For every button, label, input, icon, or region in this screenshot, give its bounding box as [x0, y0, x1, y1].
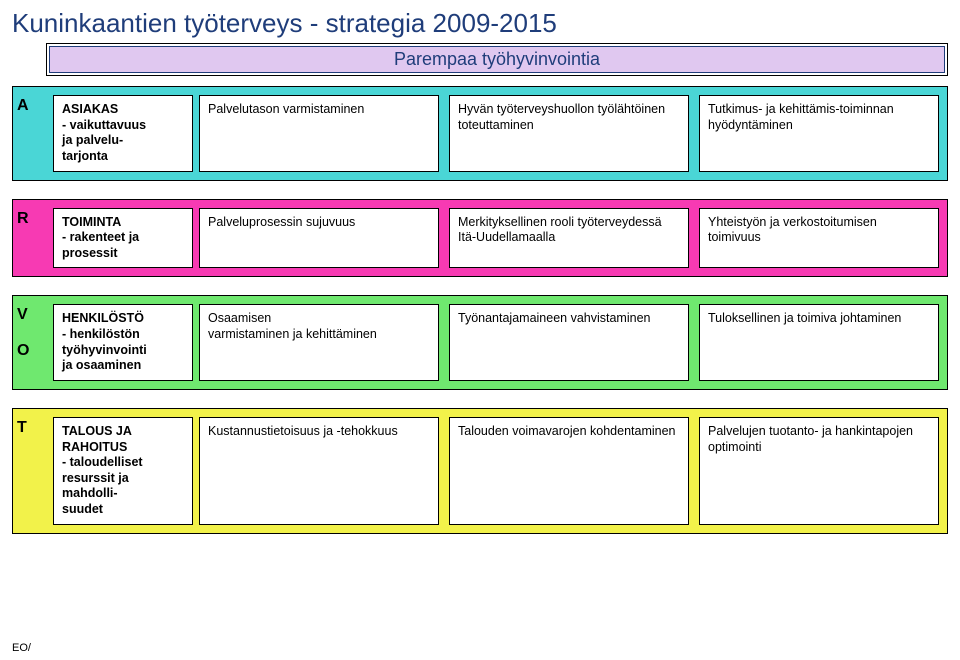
subtitle: Parempaa työhyvinvointia: [49, 46, 945, 73]
strategy-rows: A ASIAKAS - vaikuttavuus ja palvelu- tar…: [12, 86, 948, 534]
row-toiminta: R TOIMINTA - rakenteet ja prosessit Palv…: [12, 199, 948, 278]
cells: Palveluprosessin sujuvuus Merkityksellin…: [199, 208, 939, 269]
cells: Palvelutason varmistaminen Hyvän työterv…: [199, 95, 939, 172]
category-box: ASIAKAS - vaikuttavuus ja palvelu- tarjo…: [53, 95, 193, 172]
cell: Palveluprosessin sujuvuus: [199, 208, 439, 269]
row-henkilosto: V O HENKILÖSTÖ - henkilöstön työhyvinvoi…: [12, 295, 948, 390]
cell: Yhteistyön ja verkostoitumisen toimivuus: [699, 208, 939, 269]
cell: Merkityksellinen rooli työterveydessä It…: [449, 208, 689, 269]
cell: Työnantajamaineen vahvistaminen: [449, 304, 689, 381]
row-letter: R: [17, 208, 47, 269]
cells: Kustannustietoisuus ja -tehokkuus Taloud…: [199, 417, 939, 525]
footer-label: EO/: [12, 642, 31, 654]
cell: Talouden voimavarojen kohdentaminen: [449, 417, 689, 525]
row-letter: V O: [17, 304, 47, 381]
category-box: TALOUS JA RAHOITUS - taloudelliset resur…: [53, 417, 193, 525]
row-asiakas: A ASIAKAS - vaikuttavuus ja palvelu- tar…: [12, 86, 948, 181]
cell: Tutkimus- ja kehittämis-toiminnan hyödyn…: [699, 95, 939, 172]
cell: Palvelujen tuotanto- ja hankintapojen op…: [699, 417, 939, 525]
cells: Osaamisen varmistaminen ja kehittäminen …: [199, 304, 939, 381]
category-box: TOIMINTA - rakenteet ja prosessit: [53, 208, 193, 269]
subtitle-container: Parempaa työhyvinvointia: [46, 43, 948, 76]
row-letter: T: [17, 417, 47, 525]
cell: Osaamisen varmistaminen ja kehittäminen: [199, 304, 439, 381]
cell: Hyvän työterveyshuollon työlähtöinen tot…: [449, 95, 689, 172]
cell: Tuloksellinen ja toimiva johtaminen: [699, 304, 939, 381]
cell: Kustannustietoisuus ja -tehokkuus: [199, 417, 439, 525]
row-talous: T TALOUS JA RAHOITUS - taloudelliset res…: [12, 408, 948, 534]
category-box: HENKILÖSTÖ - henkilöstön työhyvinvointi …: [53, 304, 193, 381]
row-letter: A: [17, 95, 47, 172]
page-title: Kuninkaantien työterveys - strategia 200…: [12, 8, 948, 39]
cell: Palvelutason varmistaminen: [199, 95, 439, 172]
